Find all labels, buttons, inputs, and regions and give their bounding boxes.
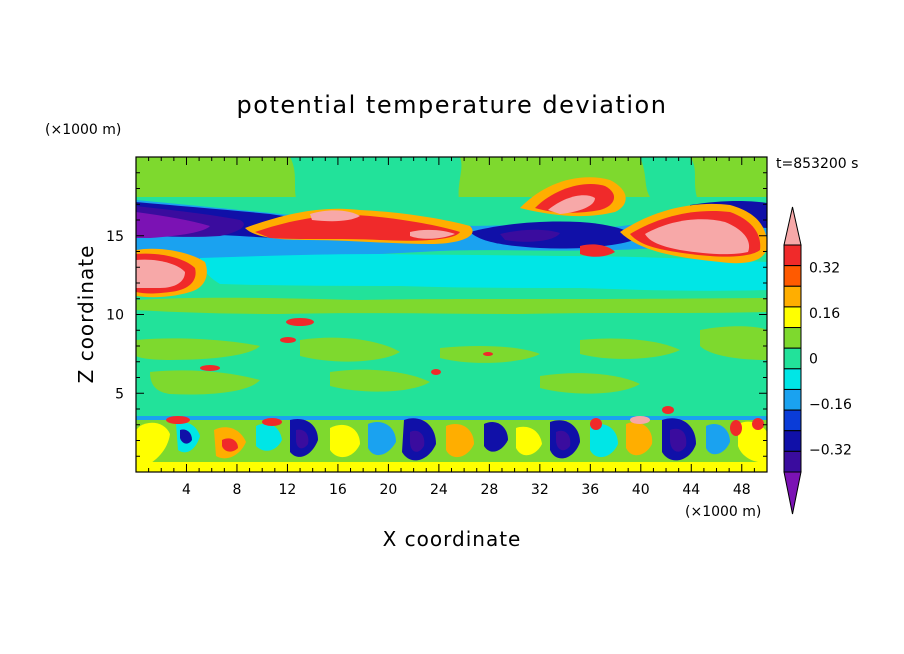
colorbar-box xyxy=(783,450,802,473)
colorbar-min-triangle xyxy=(783,471,802,515)
field-spot-2 xyxy=(280,337,296,343)
field-mid-patch-6 xyxy=(150,370,260,395)
colorbar-box xyxy=(783,327,802,349)
x-tick-label: 8 xyxy=(232,482,241,498)
field-warm-mid-max-1 xyxy=(310,210,360,222)
colorbar: 0.32 0.16 0 −0.16 −0.32 xyxy=(783,206,852,515)
field-spot-1 xyxy=(286,318,314,326)
field-mid-patch-7 xyxy=(330,369,430,392)
heatmap-field xyxy=(136,157,767,472)
colorbar-tick-label: −0.32 xyxy=(809,442,852,458)
colorbar-box xyxy=(783,306,802,329)
field-warm-mid-max-2 xyxy=(410,229,455,239)
x-axis-label: X coordinate xyxy=(383,527,522,551)
y-axis: 5 10 15 xyxy=(106,172,767,457)
field-mid-band xyxy=(136,297,767,314)
field-spot-3 xyxy=(200,365,220,371)
colorbar-box xyxy=(783,409,802,432)
time-label: t=853200 s xyxy=(776,156,858,172)
field-lower-cells xyxy=(136,406,767,472)
field-mid-patch-2 xyxy=(300,337,400,362)
x-tick-label: 4 xyxy=(182,482,191,498)
field-cyan-layer xyxy=(200,254,767,291)
colorbar-box xyxy=(783,285,802,308)
x-tick-label: 36 xyxy=(581,482,599,498)
x-unit-label: (×1000 m) xyxy=(685,504,761,520)
colorbar-tick-label: −0.16 xyxy=(809,397,852,413)
y-unit-label: (×1000 m) xyxy=(45,122,121,138)
field-warm-left-max xyxy=(136,259,185,288)
colorbar-tick-label: 0.16 xyxy=(809,306,840,322)
colorbar-box xyxy=(783,347,802,370)
x-tick-label: 40 xyxy=(632,482,650,498)
field-mid-patch-4 xyxy=(580,338,680,359)
field-warm-mid xyxy=(255,214,460,241)
y-axis-label: Z coordinate xyxy=(74,245,98,384)
field-top-gap xyxy=(290,157,462,205)
x-tick-label: 48 xyxy=(733,482,751,498)
colorbar-tick-label: 0.32 xyxy=(809,261,840,277)
colorbar-box xyxy=(783,388,802,411)
field-lower-edge xyxy=(136,416,767,420)
colorbar-box xyxy=(783,368,802,390)
field-warm-top-max xyxy=(548,195,595,214)
x-tick-label: 12 xyxy=(279,482,297,498)
colorbar-box xyxy=(783,430,802,452)
x-tick-label: 28 xyxy=(480,482,498,498)
y-tick-label: 10 xyxy=(106,308,124,324)
field-spot-4 xyxy=(431,369,441,375)
colorbar-tick-label: 0 xyxy=(809,352,818,368)
x-axis: 4 8 12 16 20 24 28 32 36 40 44 48 xyxy=(148,157,755,498)
field-spot-5 xyxy=(483,352,493,356)
y-tick-label: 5 xyxy=(115,386,124,402)
colorbar-max-triangle xyxy=(783,206,802,246)
x-tick-label: 24 xyxy=(430,482,448,498)
x-tick-label: 20 xyxy=(379,482,397,498)
field-warm-right-max xyxy=(645,219,750,255)
colorbar-box xyxy=(783,244,802,267)
field-cold-core-mid xyxy=(500,229,560,242)
field-mid-patch-5 xyxy=(700,326,767,360)
field-top-gap-2 xyxy=(640,157,700,205)
field-cold-min-left xyxy=(136,212,210,238)
x-tick-label: 32 xyxy=(531,482,549,498)
field-warm-small-1 xyxy=(580,244,615,257)
chart-title: potential temperature deviation xyxy=(237,91,668,119)
field-mid-patch-8 xyxy=(540,373,640,394)
y-tick-label: 15 xyxy=(106,229,124,245)
x-tick-label: 44 xyxy=(682,482,700,498)
x-tick-label: 16 xyxy=(329,482,347,498)
field-mid-patch-1 xyxy=(136,338,260,360)
colorbar-box xyxy=(783,265,802,287)
